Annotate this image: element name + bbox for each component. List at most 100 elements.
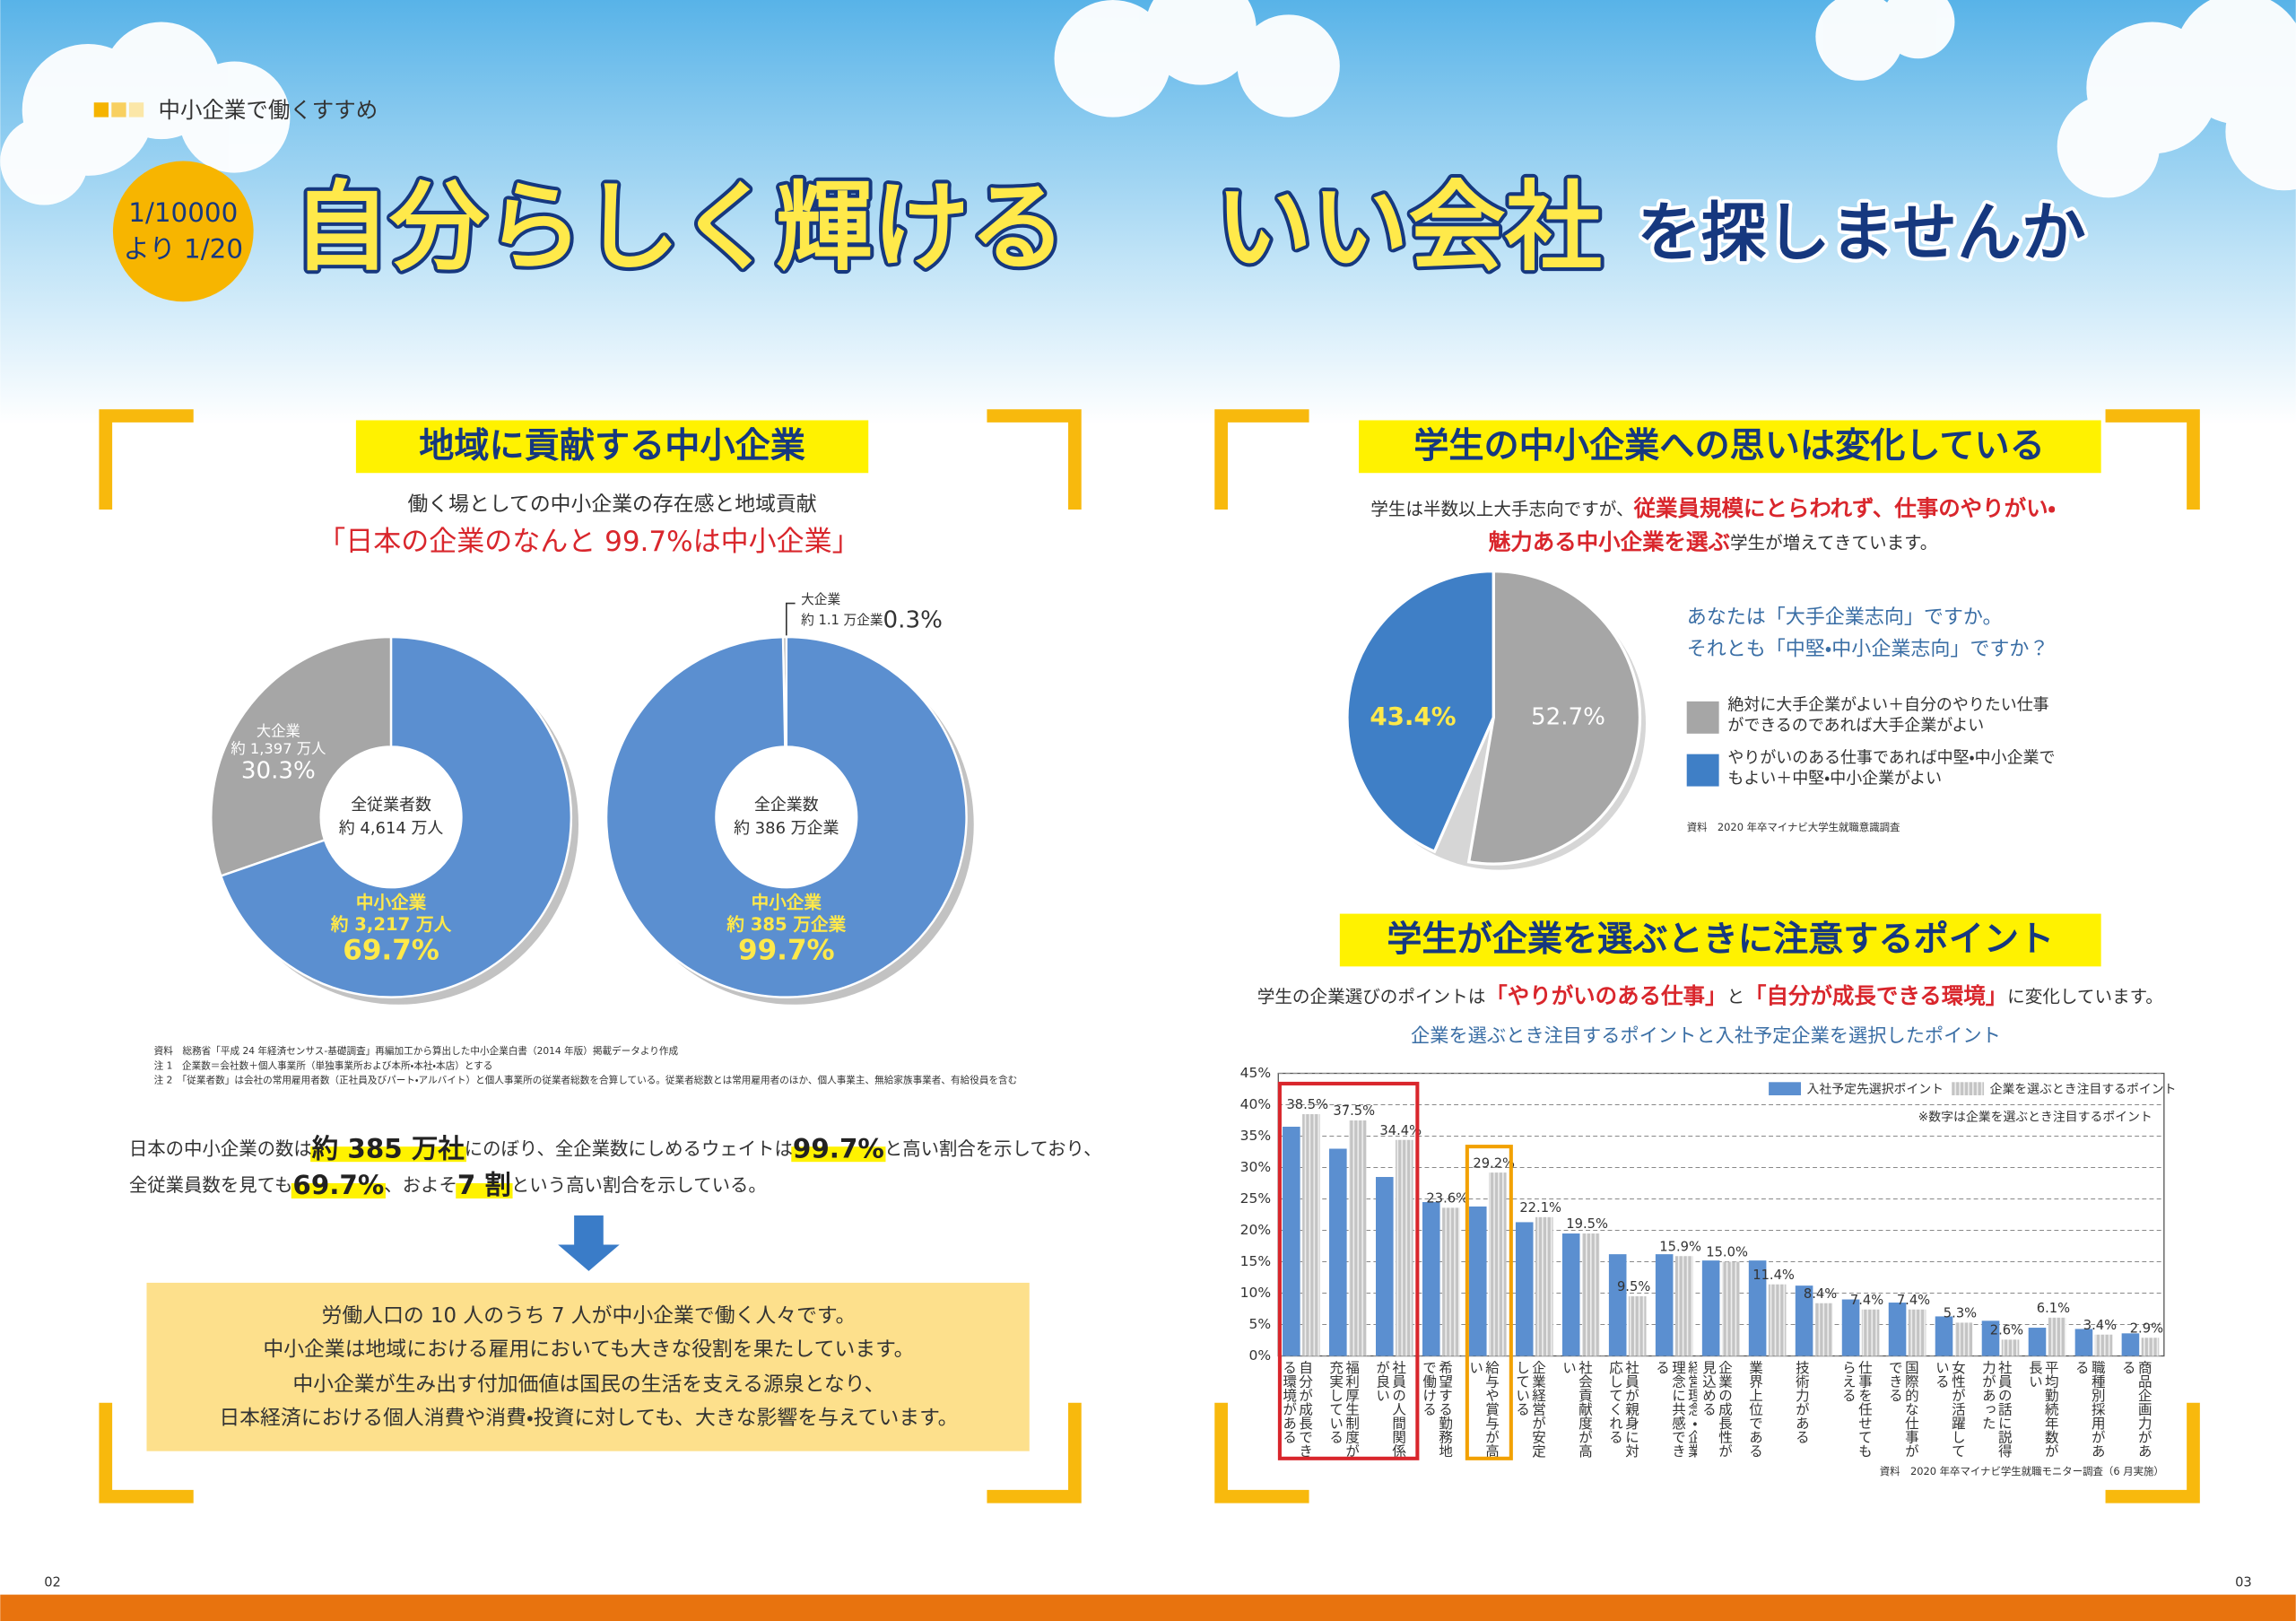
badge bbox=[112, 161, 254, 302]
value-label: 2.6% bbox=[1990, 1323, 2023, 1338]
x-tick-label: 職種別採用がある bbox=[2072, 1360, 2105, 1458]
bar bbox=[1954, 1322, 1973, 1356]
x-tick-label: 技術力がある bbox=[1792, 1360, 1809, 1444]
value-label: 29.2% bbox=[1473, 1155, 1515, 1171]
value-label: 69.7% bbox=[343, 935, 439, 967]
bar bbox=[1442, 1207, 1460, 1356]
x-tick-label: 社員の人間関係が良い bbox=[1372, 1360, 1405, 1458]
y-tick-label: 20% bbox=[1240, 1222, 1271, 1238]
bar bbox=[1468, 1206, 1487, 1356]
y-tick-label: 30% bbox=[1240, 1159, 1271, 1175]
chart-note: ※数字は企業を選ぶとき注目するポイント bbox=[1918, 1110, 2152, 1124]
x-tick-label: 国際的な仕事ができる bbox=[1885, 1360, 1918, 1458]
y-tick-label: 45% bbox=[1240, 1065, 1271, 1081]
legend-swatch bbox=[1686, 701, 1719, 734]
emphasis: 約 385 万社 bbox=[312, 1133, 465, 1163]
x-tick-label: 経営理念・企業理念に共感できる bbox=[1652, 1360, 1697, 1458]
emphasis: 魅力ある中小企業を選ぶ bbox=[1488, 529, 1731, 555]
bar bbox=[1283, 1127, 1300, 1356]
intro-line: 学生は半数以上大手志向ですが、従業員規模にとらわれず、仕事のやりがい・ bbox=[1370, 495, 2056, 521]
emphasis: 従業員規模にとらわれず、仕事のやりがい・ bbox=[1633, 495, 2056, 521]
x-tick-label: 平均勤続年数が長い bbox=[2025, 1360, 2058, 1458]
badge-text: 1/10000 bbox=[128, 197, 238, 228]
value-label: 6.1% bbox=[2037, 1301, 2070, 1316]
value-label: 2.9% bbox=[2130, 1320, 2163, 1336]
x-tick-label: 女性が活躍している bbox=[1932, 1360, 1965, 1458]
summary-line: 中小企業が生み出す付加価値は国民の生活を支える源泉となり、 bbox=[292, 1373, 884, 1397]
bar bbox=[1581, 1233, 1600, 1356]
legend-label-box: 絶対に大手企業がよい＋自分のやりたい仕事ができるのであれば大手企業がよい bbox=[1727, 695, 2048, 735]
paragraph-line: 日本の中小企業の数は約 385 万社にのぼり、全企業数にしめるウェイトは99.7… bbox=[129, 1133, 1102, 1163]
text: 、およそ bbox=[384, 1174, 457, 1196]
text: 学生の企業選びのポイントは bbox=[1257, 986, 1486, 1007]
x-tick-label: 仕事を任せてもらえる bbox=[1839, 1360, 1872, 1458]
highlights bbox=[291, 1146, 886, 1198]
bar bbox=[1981, 1320, 2000, 1356]
x-tick-label-box: 企業経営が安定している bbox=[1513, 1360, 1545, 1458]
page-number: 02 bbox=[44, 1575, 61, 1590]
pie-segment bbox=[1345, 569, 1495, 854]
title: 自分らしく輝ける bbox=[293, 171, 1066, 283]
question: あなたは「大手企業志向」ですか。 bbox=[1687, 606, 2003, 629]
bar bbox=[1302, 1114, 1320, 1356]
highlight-frame bbox=[1465, 1145, 1513, 1460]
bar bbox=[1935, 1316, 1953, 1356]
bar bbox=[2121, 1333, 2140, 1356]
highlight-marker bbox=[291, 1182, 386, 1198]
y-tick-label: 15% bbox=[1240, 1253, 1271, 1269]
bar bbox=[1655, 1254, 1674, 1356]
x-tick-label-box: 社員の話に説得力があった bbox=[1979, 1360, 2011, 1458]
segment-name: 大企業 bbox=[801, 592, 840, 607]
highlight-frame bbox=[1277, 1081, 1420, 1460]
value-label: 15.0% bbox=[1706, 1245, 1748, 1260]
bar bbox=[1422, 1202, 1440, 1356]
page-number: 03 bbox=[2235, 1575, 2252, 1590]
bar bbox=[1396, 1139, 1413, 1356]
text: に変化しています。 bbox=[2007, 986, 2163, 1007]
legend-swatch bbox=[1769, 1082, 1802, 1095]
x-tick-label-box: 平均勤続年数が長い bbox=[2025, 1360, 2058, 1458]
section-label: 中小企業で働くすすめ bbox=[159, 97, 378, 123]
x-tick-label-box: 自分が成長できる環境がある bbox=[1280, 1360, 1312, 1458]
segment-name: 大企業 bbox=[257, 723, 300, 740]
emphasis: 「やりがいのある仕事」 bbox=[1485, 983, 1726, 1009]
value-label: 5.3% bbox=[1944, 1306, 1977, 1321]
donut-hole bbox=[716, 746, 857, 888]
legend-swatch bbox=[1686, 754, 1719, 787]
bar bbox=[1488, 1172, 1507, 1356]
heading: 地域に貢献する中小企業 bbox=[419, 426, 805, 466]
value-label: 43.4% bbox=[1370, 702, 1456, 731]
bar bbox=[2028, 1328, 2047, 1356]
x-tick-label: 企業の成長性が見込める bbox=[1699, 1360, 1732, 1458]
chart-title: 企業を選ぶとき注目するポイントと入社予定企業を選択したポイント bbox=[1411, 1025, 2001, 1048]
x-tick-label: 社会貢献度が高い bbox=[1559, 1360, 1592, 1458]
title: を探しませんか bbox=[1637, 195, 2086, 270]
bar bbox=[1908, 1309, 1926, 1356]
x-tick-label-box: 女性が活躍している bbox=[1932, 1360, 1965, 1458]
bar bbox=[1674, 1256, 1693, 1356]
bar bbox=[2094, 1334, 2113, 1356]
bar bbox=[1721, 1261, 1740, 1356]
donut-hole bbox=[320, 746, 462, 888]
bar bbox=[1888, 1303, 1907, 1356]
bar bbox=[2048, 1317, 2066, 1356]
y-tick-label: 35% bbox=[1240, 1128, 1271, 1144]
value-label: 23.6% bbox=[1426, 1191, 1468, 1207]
intro-line: 魅力ある中小企業を選ぶ学生が増えてきています。 bbox=[1488, 529, 1938, 555]
marker bbox=[111, 102, 126, 118]
x-tick-label-box: 福利厚生制度が充実している bbox=[1326, 1360, 1359, 1458]
value-label: 9.5% bbox=[1617, 1279, 1650, 1294]
x-tick-label-box: 職種別採用がある bbox=[2072, 1360, 2105, 1458]
x-tick-label-box: 経営理念・企業理念に共感できる bbox=[1652, 1360, 1697, 1458]
legend-label-box: やりがいのある仕事であれば中堅・中小企業でもよい＋中堅・中小企業がよい bbox=[1727, 748, 2055, 788]
y-tick-label: 25% bbox=[1240, 1190, 1271, 1207]
x-tick-label-box: 技術力がある bbox=[1792, 1360, 1809, 1444]
bar bbox=[1535, 1216, 1553, 1356]
summary-box bbox=[146, 1282, 1030, 1451]
legend-label: 入社予定先選択ポイント bbox=[1807, 1082, 1944, 1096]
text: と bbox=[1726, 986, 1744, 1007]
bar bbox=[1861, 1309, 1880, 1356]
x-tick-label-box: 仕事を任せてもらえる bbox=[1839, 1360, 1872, 1458]
value-label: 99.7% bbox=[738, 935, 835, 967]
